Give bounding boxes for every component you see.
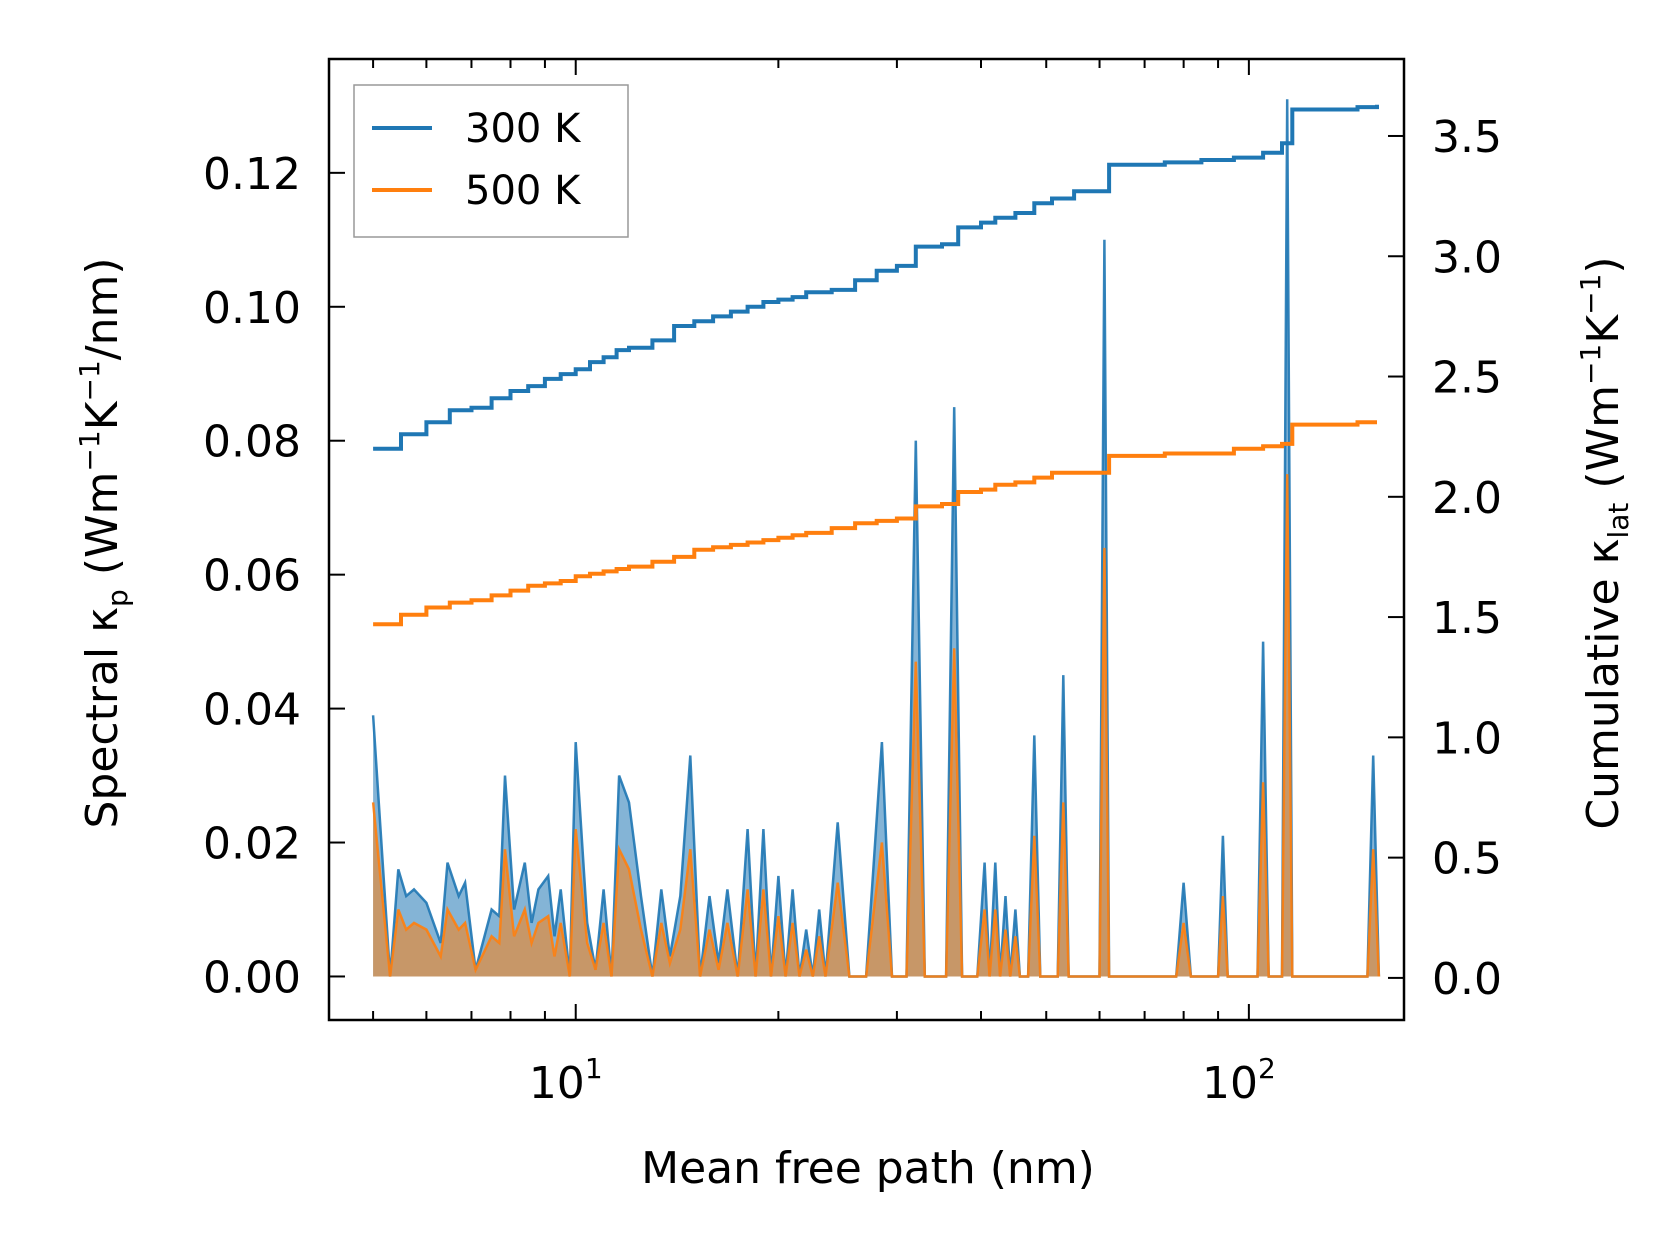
cumulative-line-300k xyxy=(373,104,1379,451)
y-left-axis-label: Spectral κp (Wm−1K−1/nm) xyxy=(73,257,134,828)
y-left-tick-label: 0.02 xyxy=(203,819,301,870)
y-right-tick-label: 2.5 xyxy=(1432,353,1502,404)
y-right-tick-label: 3.5 xyxy=(1432,112,1502,163)
legend: 300 K 500 K xyxy=(353,84,629,238)
x-tick-label: 102 xyxy=(1202,1052,1276,1109)
spectral-line-300k xyxy=(371,99,1381,978)
y-right-tick-label: 0.0 xyxy=(1432,954,1502,1005)
y-left-tick-label: 0.00 xyxy=(203,952,301,1003)
cumulative-line-500k xyxy=(373,420,1377,627)
axes: 101 102 0.00 0.02 0.04 0.06 0.08 0.10 0.12 0.0 0.5… xyxy=(203,57,1502,1109)
x-axis-label: Mean free path (nm) xyxy=(641,1143,1095,1194)
y-left-tick-label: 0.12 xyxy=(203,149,301,200)
y-right-tick-label: 3.0 xyxy=(1432,232,1502,283)
y-left-tick-label: 0.08 xyxy=(203,417,301,468)
y-left-tick-label: 0.10 xyxy=(203,283,301,334)
legend-label-300k: 300 K xyxy=(465,106,582,152)
y-left-tick-label: 0.06 xyxy=(203,551,301,602)
y-left-tick-label: 0.04 xyxy=(203,685,301,736)
plot-area xyxy=(371,99,1381,978)
y-right-tick-label: 1.0 xyxy=(1432,713,1502,764)
y-right-tick-label: 1.5 xyxy=(1432,593,1502,644)
spectral-line-500k xyxy=(371,474,1381,978)
y-right-tick-label: 2.0 xyxy=(1432,473,1502,524)
y-right-tick-label: 0.5 xyxy=(1432,834,1502,885)
x-tick-label: 101 xyxy=(529,1052,603,1109)
y-right-axis-label: Cumulative κlat (Wm−1K−1) xyxy=(1574,256,1635,829)
legend-frame xyxy=(353,84,629,238)
legend-label-500k: 500 K xyxy=(465,168,582,214)
axes-frame xyxy=(327,57,1406,1022)
